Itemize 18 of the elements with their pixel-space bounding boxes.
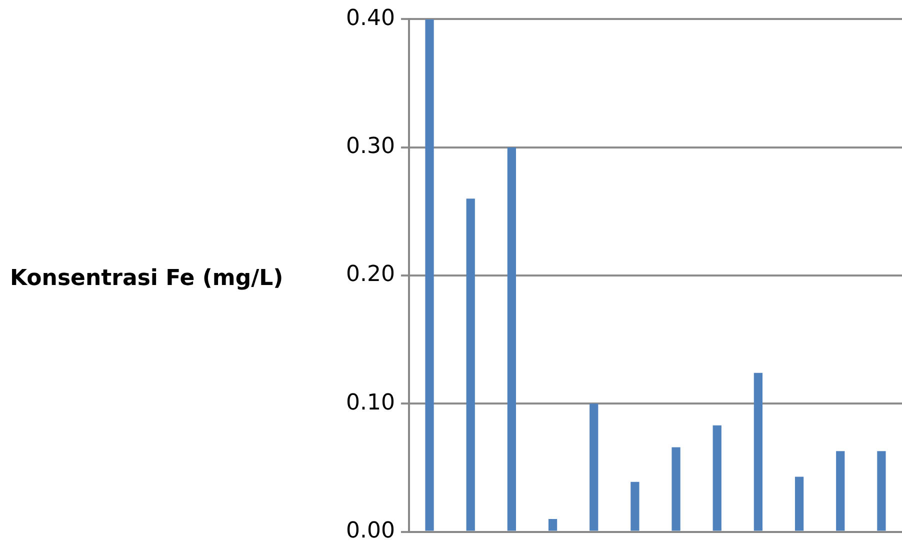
bar <box>672 447 680 531</box>
bar <box>590 404 598 531</box>
y-tick-label: 0.30 <box>346 134 395 160</box>
bar <box>754 372 763 531</box>
bar <box>712 425 722 531</box>
bar <box>877 451 886 531</box>
y-tick-label: 0.00 <box>346 518 395 544</box>
bar <box>466 198 475 531</box>
bar <box>548 518 558 531</box>
bar <box>630 482 640 531</box>
bar <box>836 451 845 531</box>
y-tick-label: 0.10 <box>346 390 395 416</box>
y-axis-title: Konsentrasi Fe (mg/L) <box>10 266 284 291</box>
y-tick-label: 0.20 <box>346 262 395 288</box>
bar <box>425 19 434 531</box>
y-tick-label: 0.40 <box>346 6 395 31</box>
bar <box>794 476 804 531</box>
bar <box>507 147 516 531</box>
